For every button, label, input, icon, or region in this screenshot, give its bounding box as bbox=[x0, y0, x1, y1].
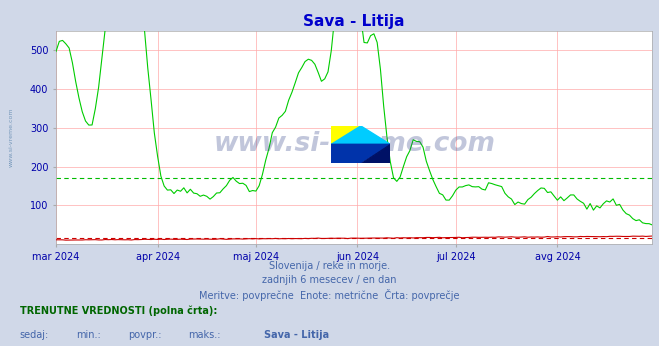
Text: Slovenija / reke in morje.: Slovenija / reke in morje. bbox=[269, 261, 390, 271]
Title: Sava - Litija: Sava - Litija bbox=[303, 13, 405, 29]
Text: Sava - Litija: Sava - Litija bbox=[264, 330, 329, 340]
Text: sedaj:: sedaj: bbox=[20, 330, 49, 340]
Polygon shape bbox=[331, 144, 390, 163]
Text: zadnjih 6 mesecev / en dan: zadnjih 6 mesecev / en dan bbox=[262, 275, 397, 285]
Text: povpr.:: povpr.: bbox=[129, 330, 162, 340]
Text: www.si-vreme.com: www.si-vreme.com bbox=[9, 108, 14, 167]
Polygon shape bbox=[331, 126, 390, 144]
Text: Meritve: povprečne  Enote: metrične  Črta: povprečje: Meritve: povprečne Enote: metrične Črta:… bbox=[199, 289, 460, 301]
Text: min.:: min.: bbox=[76, 330, 101, 340]
Text: www.si-vreme.com: www.si-vreme.com bbox=[214, 131, 495, 157]
Polygon shape bbox=[331, 126, 360, 144]
Text: maks.:: maks.: bbox=[188, 330, 220, 340]
Polygon shape bbox=[360, 144, 390, 163]
Text: TRENUTNE VREDNOSTI (polna črta):: TRENUTNE VREDNOSTI (polna črta): bbox=[20, 305, 217, 316]
